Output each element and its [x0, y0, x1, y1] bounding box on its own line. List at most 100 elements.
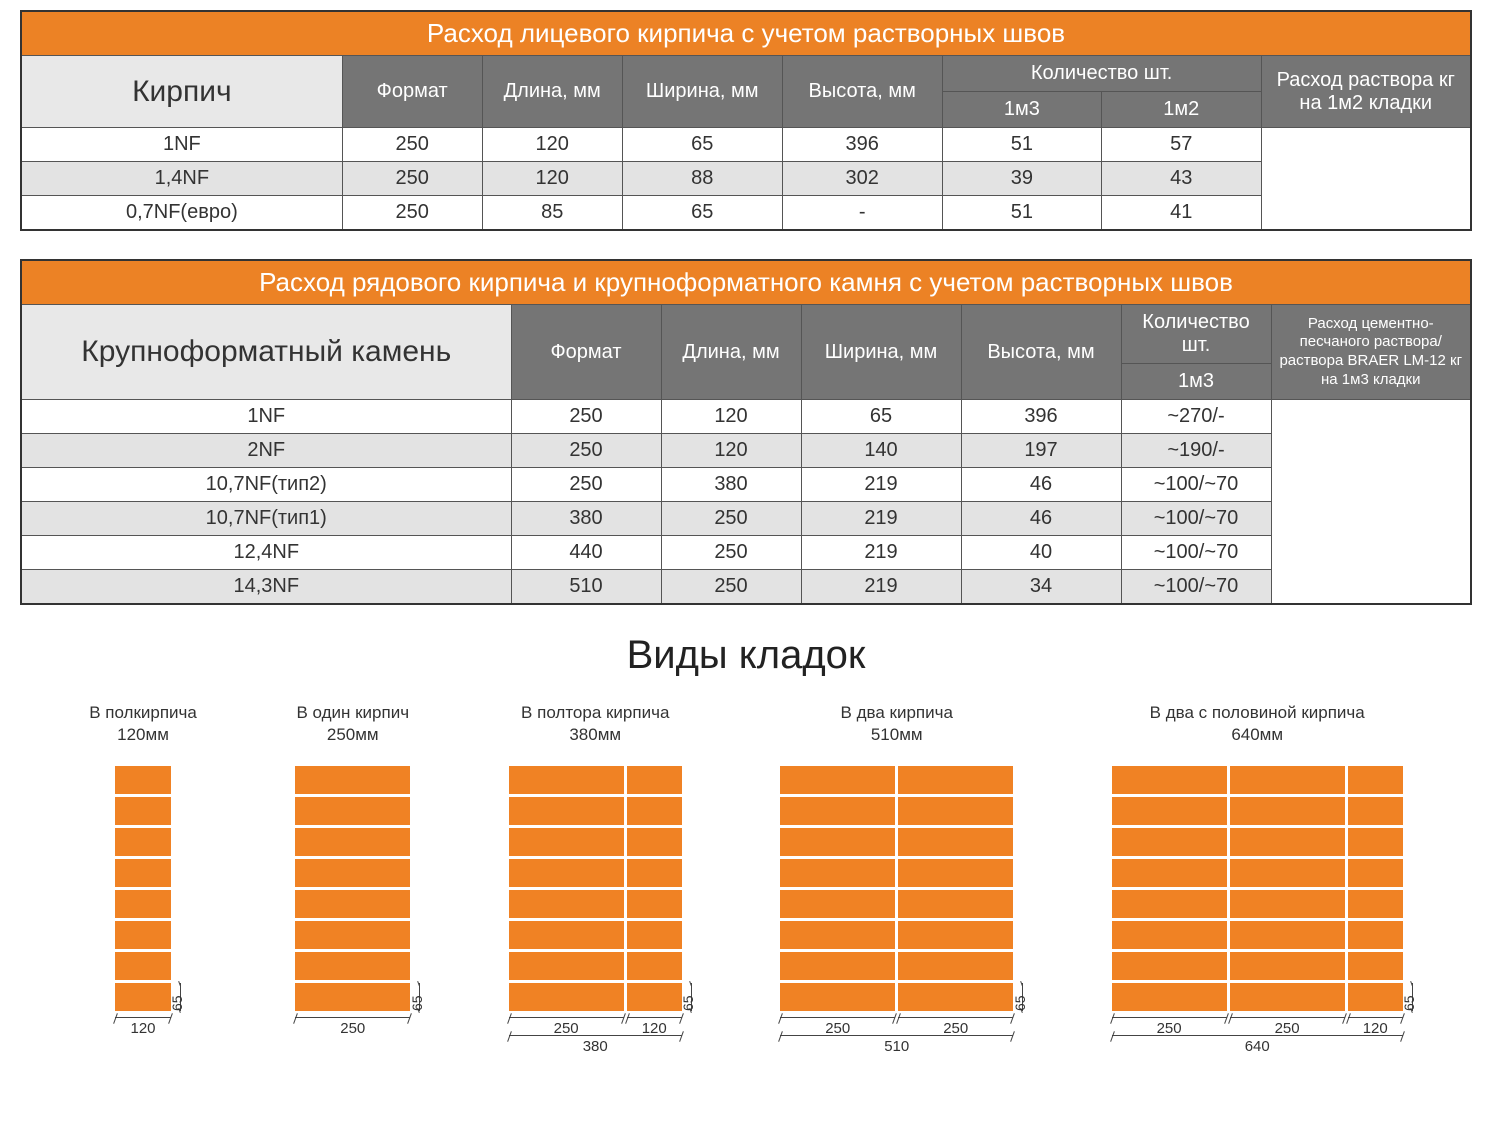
cell-mortar: ~100/~70: [1121, 536, 1271, 570]
cell-width: 120: [661, 434, 801, 468]
cell-length: 250: [511, 434, 661, 468]
brick: [509, 890, 624, 918]
brick: [1348, 890, 1403, 918]
brick: [1230, 952, 1345, 980]
cell-mortar: ~190/-: [1121, 434, 1271, 468]
col-width: Ширина, мм: [622, 56, 782, 128]
cell-qty_m3: 396: [782, 128, 942, 162]
cell-mortar: 41: [1102, 196, 1261, 231]
cell-height: 219: [801, 502, 961, 536]
brick: [898, 828, 1013, 856]
brick: [1230, 766, 1345, 794]
brick: [1348, 828, 1403, 856]
cell-qty_m3: -: [782, 196, 942, 231]
cell-qty_m3: 46: [961, 502, 1121, 536]
brick: [627, 797, 682, 825]
col-qty: Количество шт.: [942, 56, 1261, 92]
cell-qty_m2: 51: [942, 196, 1101, 231]
brick: [509, 859, 624, 887]
brick: [1112, 983, 1227, 1011]
brick: [1230, 859, 1345, 887]
col-qty-m2: 1м2: [1102, 92, 1261, 128]
brick-stack: 65: [295, 766, 410, 1011]
brick: [627, 890, 682, 918]
dim-bottom: 120: [115, 1017, 170, 1053]
table2-rowlabel: Крупноформатный камень: [21, 305, 511, 400]
brick-stack: 65: [115, 766, 170, 1011]
layout-label: В один кирпич250мм: [296, 702, 409, 746]
dim-height: 65: [1401, 996, 1417, 1012]
table-row: 10,7NF(тип1)38025021946~100/~70: [21, 502, 1471, 536]
col2-height: Высота, мм: [961, 305, 1121, 400]
cell-mortar: 57: [1102, 128, 1261, 162]
cell-width: 120: [661, 400, 801, 434]
brick: [115, 890, 170, 918]
brick: [115, 828, 170, 856]
brick: [1348, 921, 1403, 949]
table2-title: Расход рядового кирпича и крупноформатно…: [21, 260, 1471, 305]
brick: [898, 859, 1013, 887]
col-format: Формат: [342, 56, 482, 128]
brick: [1348, 952, 1403, 980]
brick: [295, 983, 410, 1011]
brick: [115, 859, 170, 887]
brick: [295, 921, 410, 949]
brick: [1112, 859, 1227, 887]
cell-width: 250: [661, 570, 801, 605]
brick: [1230, 890, 1345, 918]
dim-height: 65: [680, 996, 696, 1012]
cell-format: 1NF: [21, 400, 511, 434]
table1-title: Расход лицевого кирпича с учетом раствор…: [21, 11, 1471, 56]
brick: [898, 952, 1013, 980]
layout-label: В два с половиной кирпича640мм: [1150, 702, 1365, 746]
brick: [780, 797, 895, 825]
col2-length: Длина, мм: [661, 305, 801, 400]
brick: [898, 797, 1013, 825]
cell-qty_m3: 40: [961, 536, 1121, 570]
brick: [780, 766, 895, 794]
brick: [627, 859, 682, 887]
brick: [509, 983, 624, 1011]
table-row: 2NF250120140197~190/-: [21, 434, 1471, 468]
table1-rowlabel: Кирпич: [21, 56, 342, 128]
col2-format: Формат: [511, 305, 661, 400]
brick: [1112, 828, 1227, 856]
cell-mortar: ~100/~70: [1121, 468, 1271, 502]
brick: [295, 859, 410, 887]
cell-length: 250: [511, 468, 661, 502]
brick: [627, 983, 682, 1011]
brick: [1230, 797, 1345, 825]
brick: [295, 952, 410, 980]
dim-bottom: 250120380: [509, 1017, 682, 1053]
cell-qty_m3: 34: [961, 570, 1121, 605]
cell-width: 120: [482, 128, 622, 162]
dim-bottom: 250250510: [780, 1017, 1013, 1053]
table-row: 1,4NF250120883023943: [21, 162, 1471, 196]
cell-width: 85: [482, 196, 622, 231]
brick: [780, 952, 895, 980]
brick: [1230, 828, 1345, 856]
brick: [627, 766, 682, 794]
brick: [627, 828, 682, 856]
col-height: Высота, мм: [782, 56, 942, 128]
cell-format: 1NF: [21, 128, 342, 162]
cell-qty_m2: 51: [942, 128, 1101, 162]
brick: [898, 983, 1013, 1011]
brick: [1348, 983, 1403, 1011]
brick: [295, 828, 410, 856]
cell-qty_m3: 197: [961, 434, 1121, 468]
layout-item: В два с половиной кирпича640мм6525025012…: [1112, 702, 1403, 1053]
cell-height: 88: [622, 162, 782, 196]
dim-height: 65: [1012, 996, 1028, 1012]
layout-label: В два кирпича510мм: [841, 702, 953, 746]
brick: [780, 828, 895, 856]
cell-qty_m3: 302: [782, 162, 942, 196]
col2-width: Ширина, мм: [801, 305, 961, 400]
col-qty-m3: 1м3: [942, 92, 1101, 128]
dim-bottom: 250250120640: [1112, 1017, 1403, 1053]
cell-length: 510: [511, 570, 661, 605]
brick: [1348, 797, 1403, 825]
layout-item: В полкирпича120мм65120: [89, 702, 197, 1053]
brick: [295, 890, 410, 918]
cell-length: 440: [511, 536, 661, 570]
